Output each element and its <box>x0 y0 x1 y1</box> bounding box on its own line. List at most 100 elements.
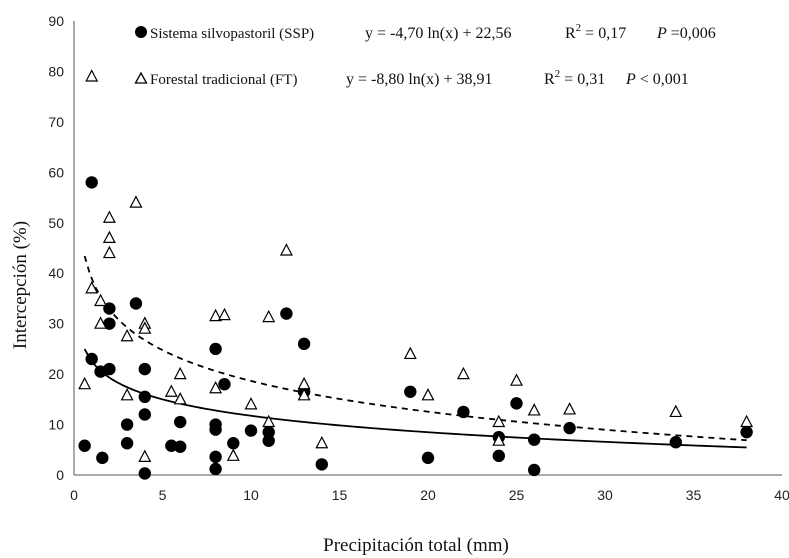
x-tick-label: 0 <box>70 487 78 503</box>
y-tick-label: 70 <box>48 114 64 130</box>
legend-label-ssp: Sistema silvopastoril (SSP) <box>150 26 314 42</box>
point-ssp <box>227 437 240 450</box>
point-ft <box>120 328 134 342</box>
point-ft <box>102 210 116 223</box>
point-ft <box>173 392 187 405</box>
x-tick-label: 30 <box>597 487 613 503</box>
point-ssp <box>85 176 98 189</box>
y-tick-label: 80 <box>48 63 64 79</box>
legend-r2-ssp: R2 = 0,17 <box>565 22 626 42</box>
y-tick-label: 60 <box>48 164 64 180</box>
point-ssp <box>244 424 258 437</box>
point-ft <box>669 404 683 418</box>
legend-equation-ft: y = -8,80 ln(x) + 38,91 <box>346 71 492 88</box>
point-ft <box>492 433 506 446</box>
point-ft <box>209 380 223 394</box>
y-tick-label: 20 <box>48 366 64 382</box>
point-ft <box>492 414 506 428</box>
point-ssp <box>209 423 222 436</box>
point-ssp <box>563 421 576 435</box>
point-ft <box>85 281 99 294</box>
point-ft <box>94 293 108 307</box>
legend-marker-ft <box>134 71 148 84</box>
legend-p-ft: P < 0,001 <box>625 71 689 88</box>
data-points <box>78 69 754 480</box>
point-ssp <box>78 439 91 452</box>
point-ssp <box>85 352 98 366</box>
point-ssp <box>528 463 541 477</box>
point-ssp <box>528 433 541 446</box>
point-ssp <box>138 467 151 480</box>
point-ft <box>138 449 152 462</box>
point-ft <box>563 402 577 415</box>
point-ft <box>279 243 293 256</box>
point-ssp <box>421 451 435 465</box>
point-ssp <box>740 425 753 439</box>
legend-p-ssp: P =0,006 <box>656 25 716 42</box>
point-ft <box>94 316 108 329</box>
point-ft <box>164 384 178 397</box>
point-ft <box>138 321 152 334</box>
point-ssp <box>209 462 222 476</box>
point-ssp <box>103 317 116 330</box>
point-ft <box>226 448 240 461</box>
y-axis-title: Intercepción (%) <box>10 221 31 349</box>
point-ft <box>262 414 276 428</box>
y-tick-label: 30 <box>48 316 64 332</box>
point-ft <box>120 388 134 401</box>
x-axis-title: Precipitación total (mm) <box>323 535 509 556</box>
point-ssp <box>510 397 523 410</box>
point-ft <box>315 435 329 449</box>
point-ssp <box>174 440 187 453</box>
legend-marker-ssp <box>135 26 147 38</box>
point-ssp <box>218 378 231 391</box>
point-ft <box>78 376 92 390</box>
y-tick-label: 50 <box>48 215 64 231</box>
point-ft <box>102 245 116 259</box>
point-ft <box>297 376 311 390</box>
point-ssp <box>404 385 417 398</box>
point-ssp <box>297 337 311 351</box>
point-ft <box>403 346 417 360</box>
point-ft <box>209 308 223 322</box>
point-ssp <box>669 436 682 449</box>
x-tick-label: 35 <box>686 487 702 503</box>
x-tick-label: 20 <box>420 487 436 503</box>
trend-lines <box>83 255 747 449</box>
point-ssp <box>103 362 116 376</box>
trend-line-ft <box>83 255 747 442</box>
legend-item-ssp: Sistema silvopastoril (SSP) y = -4,70 ln… <box>135 22 716 42</box>
point-ssp <box>138 408 151 421</box>
point-ft <box>217 307 231 321</box>
point-ssp <box>120 437 134 450</box>
point-ssp <box>209 342 222 356</box>
point-ft <box>262 309 276 323</box>
point-ft <box>527 403 541 416</box>
point-ssp <box>209 450 222 464</box>
x-tick-label: 5 <box>159 487 167 503</box>
point-ft <box>297 388 311 401</box>
point-ssp <box>138 390 151 404</box>
point-ft <box>85 69 99 82</box>
point-ssp <box>492 449 505 463</box>
x-tick-label: 10 <box>243 487 259 503</box>
point-ssp <box>174 415 187 429</box>
point-ssp <box>315 458 328 471</box>
legend-equation-ssp: y = -4,70 ln(x) + 22,56 <box>365 25 511 42</box>
y-tick-label: 0 <box>56 467 64 483</box>
point-ssp <box>457 405 470 419</box>
point-ft <box>102 230 116 244</box>
point-ft <box>510 373 523 386</box>
y-tick-label: 10 <box>48 417 64 433</box>
point-ft <box>740 414 754 428</box>
point-ft <box>456 366 470 380</box>
y-tick-label: 90 <box>48 13 64 29</box>
point-ssp <box>262 425 275 439</box>
legend-label-ft: Forestal tradicional (FT) <box>150 72 297 88</box>
point-ssp <box>120 418 134 431</box>
point-ssp <box>96 451 109 465</box>
point-ssp <box>262 434 275 447</box>
x-tick-label: 25 <box>509 487 525 503</box>
y-axis: 0 10 20 30 40 50 60 70 80 90 <box>48 13 75 483</box>
